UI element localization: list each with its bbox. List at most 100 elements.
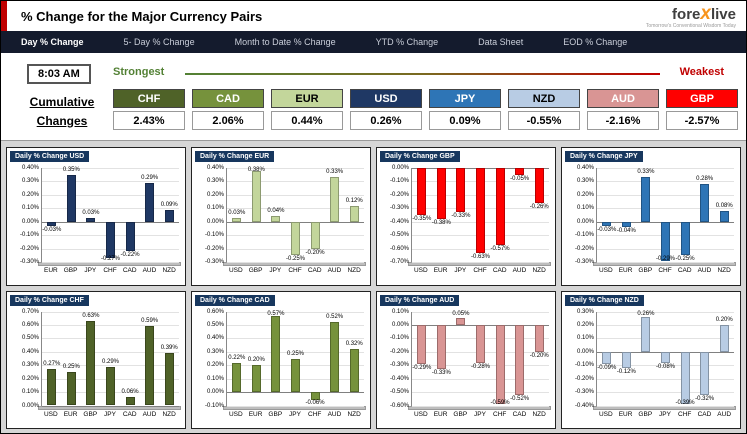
y-axis-tick-label: 0.00% [21, 402, 39, 409]
bar-value-label: -0.26% [529, 203, 549, 210]
y-axis-tick-label: -0.20% [19, 245, 39, 252]
y-axis-tick-label: -0.20% [574, 245, 594, 252]
bar-value-label: -0.52% [510, 395, 530, 402]
bar-cad-vs-gbp [271, 315, 281, 393]
y-axis-tick-label: -0.30% [389, 362, 409, 369]
y-axis-tick-label: -0.20% [204, 245, 224, 252]
bar-nzd-vs-gbp [641, 316, 651, 352]
y-axis-tick-label: 0.10% [206, 375, 224, 382]
gridline [597, 262, 734, 263]
bar-value-label: -0.35% [412, 216, 432, 222]
currency-code-badge-aud: AUD [587, 89, 659, 108]
chart-panel-cad: Daily % Change CAD 0.60% 0.50% 0.40% 0.30% 0.… [191, 290, 371, 429]
y-axis-tick-label: -0.20% [389, 191, 409, 198]
bar-eur-vs-aud [330, 177, 340, 222]
x-axis-label: CHF [103, 267, 117, 274]
cumulative-changes-label: Cumulative Changes [29, 95, 95, 128]
bar-eur-vs-cad [310, 221, 320, 249]
x-axis: USD EUR GBP JPY CHF AUD NZD [226, 411, 364, 418]
bar-value-label: -0.32% [695, 395, 715, 402]
tab-bar: Day % Change 5- Day % Change Month to Date… [1, 31, 746, 53]
gridline [42, 168, 179, 169]
x-axis-label: EUR [248, 410, 263, 418]
bar-value-label: -0.25% [675, 256, 695, 262]
x-axis-label: GBP [248, 267, 263, 274]
y-axis-tick-label: -0.10% [389, 335, 409, 342]
x-axis-label: NZD [347, 410, 361, 418]
y-axis-tick-label: -0.20% [574, 375, 594, 382]
bar-value-label: -0.08% [655, 363, 675, 370]
tab-5-day-change[interactable]: 5- Day % Change [123, 37, 195, 47]
x-axis-label: AUD [717, 410, 732, 418]
gridline [412, 365, 549, 367]
bar-nzd-vs-jpy [661, 351, 670, 363]
tab-ytd-change[interactable]: YTD % Change [375, 37, 439, 47]
chart-title-gbp: Daily % Change GBP [380, 151, 460, 162]
bar-chf-vs-jpy [106, 366, 115, 406]
plot-area-gbp: 0.00% -0.10% -0.20% -0.30% -0.40% -0.50% -0.60… [390, 165, 549, 265]
y-axis-tick-label: -0.10% [574, 362, 594, 369]
bar-aud-vs-eur [436, 324, 446, 370]
currency-column-nzd: NZD -0.55% [508, 89, 580, 130]
y-axis-tick-label: 0.30% [206, 348, 224, 355]
chart-panel-usd: Daily % Change USD 0.40% 0.30% 0.20% 0.10% 0.… [6, 147, 186, 286]
y-axis-tick-label: -0.30% [204, 259, 224, 265]
y-axis-tick-label: 0.30% [576, 178, 594, 185]
x-axis: USD EUR GBP JPY CAD AUD NZD [41, 411, 179, 418]
y-axis-tick-label: 0.10% [391, 308, 409, 315]
tab-month-to-date-change[interactable]: Month to Date % Change [234, 37, 336, 47]
x-axis-label: JPY [289, 410, 301, 418]
bar-cad-vs-aud [330, 322, 340, 393]
bar-jpy-vs-eur [621, 221, 631, 228]
x-axis-label: CHF [658, 267, 672, 274]
tab-data-sheet[interactable]: Data Sheet [478, 37, 524, 47]
bar-gbp-vs-aud [515, 168, 525, 175]
bar-usd-vs-aud [145, 182, 155, 222]
x-axis-label: AUD [327, 267, 342, 274]
gridline [412, 378, 549, 380]
gridline [42, 208, 179, 210]
y-axis-tick-label: 0.10% [206, 205, 224, 212]
time-display: 8:03 AM [27, 64, 91, 84]
currency-cumulative-value-jpy: 0.09% [429, 111, 501, 130]
bar-value-label: 0.26% [637, 310, 655, 317]
gridline [227, 208, 364, 210]
bar-usd-vs-eur [47, 221, 57, 226]
x-axis-label: USD [228, 267, 243, 274]
gridline [42, 351, 179, 353]
y-axis-tick-label: 0.20% [576, 191, 594, 198]
gridline [42, 405, 179, 407]
currency-code-badge-jpy: JPY [429, 89, 501, 108]
bar-value-label: 0.33% [637, 169, 655, 176]
x-axis: USD EUR JPY CHF CAD AUD NZD [411, 267, 549, 274]
bar-gbp-vs-usd [417, 168, 427, 215]
y-axis-tick-label: 0.40% [21, 348, 39, 355]
x-axis-label: AUD [697, 267, 712, 274]
bar-value-label: -0.28% [470, 363, 490, 370]
x-axis: USD GBP JPY CHF CAD AUD NZD [226, 267, 364, 274]
x-axis: USD EUR GBP CHF CAD AUD NZD [596, 267, 734, 274]
bar-cad-vs-nzd [349, 349, 359, 393]
bar-nzd-vs-eur [621, 351, 631, 368]
bar-value-label: -0.27% [100, 256, 120, 262]
bar-value-label: 0.35% [62, 167, 80, 173]
y-axis-tick-label: 0.20% [206, 362, 224, 369]
bar-value-label: -0.59% [490, 399, 510, 406]
x-axis-label: USD [413, 267, 428, 274]
tab-day-change[interactable]: Day % Change [21, 37, 84, 47]
bar-eur-vs-jpy [271, 216, 281, 222]
y-axis-tick-label: -0.40% [389, 375, 409, 382]
x-axis-label: NZD [532, 267, 546, 274]
gridline [42, 262, 179, 263]
bar-value-label: -0.29% [655, 256, 675, 262]
forexlive-logo[interactable]: forexlive Tomorrow's Conventional Wisdom… [646, 4, 736, 29]
tab-eod-change[interactable]: EOD % Change [563, 37, 628, 47]
gridline [227, 168, 364, 169]
bar-value-label: -0.03% [42, 226, 62, 233]
x-axis-label: NZD [347, 267, 361, 274]
x-axis-label: NZD [162, 410, 176, 418]
y-axis-tick-label: 0.40% [206, 165, 224, 171]
bar-value-label: 0.59% [141, 318, 159, 325]
bar-value-label: 0.08% [715, 202, 733, 209]
